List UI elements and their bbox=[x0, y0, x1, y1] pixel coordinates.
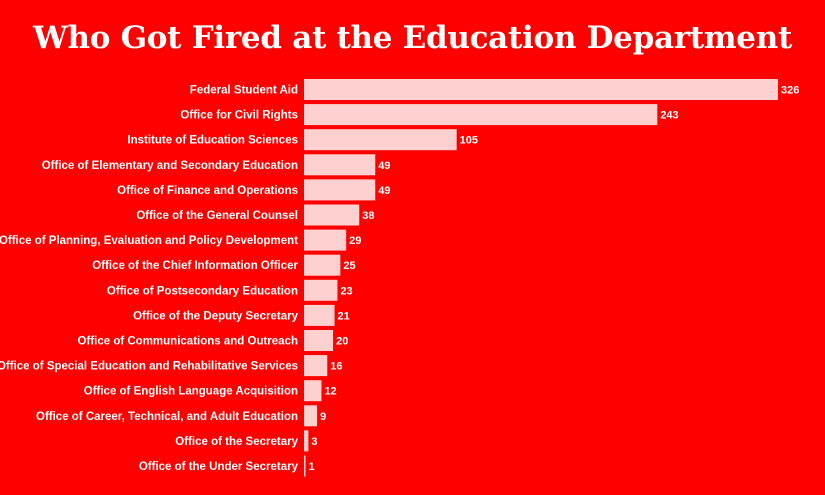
bar-row: Office for Civil Rights 243 bbox=[180, 104, 679, 126]
category-label: Office of Planning, Evaluation and Polic… bbox=[0, 235, 298, 247]
bar bbox=[304, 279, 338, 301]
bar bbox=[304, 330, 334, 351]
bar-row: Office of the Under Secretary 1 bbox=[139, 455, 315, 477]
value-label: 29 bbox=[349, 235, 361, 247]
category-label: Institute of Education Sciences bbox=[127, 135, 298, 147]
category-label: Office of Postsecondary Education bbox=[107, 285, 298, 297]
bar bbox=[304, 79, 778, 100]
value-label: 21 bbox=[338, 310, 350, 322]
category-label: Office of Career, Technical, and Adult E… bbox=[36, 411, 298, 423]
bar bbox=[304, 229, 347, 251]
bar-row: Office of the Secretary 3 bbox=[175, 430, 317, 452]
category-label: Federal Student Aid bbox=[190, 85, 298, 97]
value-label: 243 bbox=[660, 110, 678, 122]
category-label: Office for Civil Rights bbox=[180, 110, 298, 122]
value-label: 3 bbox=[311, 436, 317, 448]
value-label: 326 bbox=[781, 85, 799, 97]
bar-row: Office of the General Counsel 38 bbox=[136, 204, 375, 226]
bar-row: Institute of Education Sciences 105 bbox=[127, 129, 478, 151]
bar-row: Office of Career, Technical, and Adult E… bbox=[36, 405, 326, 427]
bar bbox=[304, 179, 376, 201]
category-label: Office of Communications and Outreach bbox=[78, 336, 298, 348]
bar bbox=[304, 254, 341, 276]
value-label: 25 bbox=[343, 260, 355, 272]
category-label: Office of the Deputy Secretary bbox=[133, 310, 298, 322]
category-label: Office of English Language Acquisition bbox=[84, 386, 298, 398]
bar bbox=[304, 430, 309, 452]
value-label: 16 bbox=[330, 361, 342, 373]
category-label: Office of the General Counsel bbox=[136, 210, 298, 222]
value-label: 38 bbox=[362, 210, 374, 222]
value-label: 105 bbox=[460, 135, 478, 147]
bar-row: Office of English Language Acquisition 12 bbox=[84, 380, 337, 402]
bar bbox=[304, 129, 457, 151]
bar bbox=[304, 104, 658, 126]
category-label: Office of the Under Secretary bbox=[139, 461, 299, 473]
value-label: 9 bbox=[320, 411, 326, 423]
bar-row: Office of Planning, Evaluation and Polic… bbox=[0, 229, 361, 251]
chart-title: Who Got Fired at the Education Departmen… bbox=[33, 20, 792, 56]
bar-row: Office of Special Education and Rehabili… bbox=[0, 355, 343, 377]
category-label: Office of the Chief Information Officer bbox=[92, 260, 298, 272]
bar bbox=[304, 204, 360, 226]
category-label: Office of Elementary and Secondary Educa… bbox=[42, 160, 298, 172]
bar bbox=[304, 380, 322, 402]
bar-row: Federal Student Aid 326 bbox=[190, 79, 799, 100]
bar bbox=[304, 355, 328, 377]
bar-row: Office of Elementary and Secondary Educa… bbox=[42, 154, 390, 176]
value-label: 23 bbox=[340, 285, 352, 297]
bar bbox=[304, 455, 306, 477]
bar-row: Office of Communications and Outreach 20 bbox=[78, 330, 348, 351]
value-label: 1 bbox=[309, 461, 315, 473]
value-label: 12 bbox=[324, 386, 336, 398]
value-label: 20 bbox=[336, 336, 348, 348]
value-label: 49 bbox=[378, 160, 390, 172]
category-label: Office of Special Education and Rehabili… bbox=[0, 361, 298, 373]
value-label: 49 bbox=[378, 185, 390, 197]
bar bbox=[304, 304, 335, 326]
bar-row: Office of Postsecondary Education 23 bbox=[107, 279, 353, 301]
bar bbox=[304, 405, 318, 427]
category-label: Office of Finance and Operations bbox=[117, 185, 298, 197]
bar-row: Office of Finance and Operations 49 bbox=[117, 179, 390, 201]
bar-row: Office of the Chief Information Officer 2… bbox=[92, 254, 356, 276]
bar bbox=[304, 154, 376, 176]
bar-row: Office of the Deputy Secretary 21 bbox=[133, 304, 350, 326]
category-label: Office of the Secretary bbox=[175, 436, 298, 448]
